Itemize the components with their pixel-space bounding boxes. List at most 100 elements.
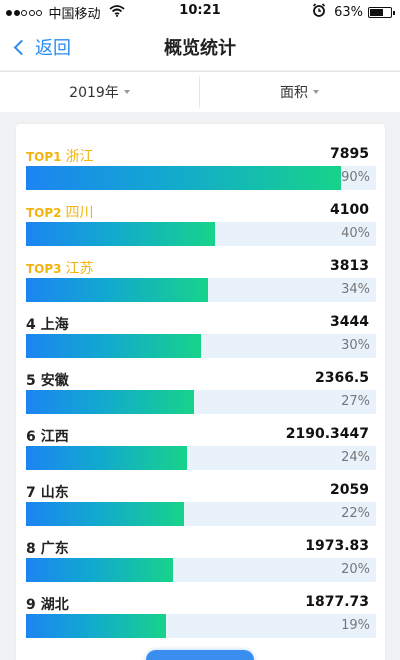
ranking-row[interactable]: TOP1 浙江 7895 90%: [16, 132, 385, 190]
progress-track: 90%: [26, 166, 376, 190]
region-name: 江西: [40, 429, 69, 445]
signal-dot: [28, 9, 35, 16]
percent-label: 20%: [341, 562, 370, 577]
metric-filter-dropdown[interactable]: 面积: [200, 72, 399, 112]
rank-label: 4 上海: [26, 314, 69, 334]
ranking-row[interactable]: TOP2 四川 4100 40%: [16, 188, 385, 246]
page-title: 概览统计: [164, 38, 236, 59]
progress-track: 40%: [26, 222, 376, 246]
percent-label: 19%: [341, 618, 370, 633]
wifi-icon: [108, 4, 125, 21]
status-left: 中国移动: [6, 3, 125, 22]
battery-percent: 63%: [334, 4, 363, 20]
battery-icon: [368, 6, 395, 18]
rank-number: 7: [26, 485, 36, 501]
alarm-icon: [312, 3, 326, 21]
progress-bar: [26, 502, 184, 526]
region-name: 湖北: [40, 597, 69, 613]
region-name: 四川: [65, 205, 94, 221]
rank-label: 6 江西: [26, 426, 69, 446]
progress-bar: [26, 390, 194, 414]
ranking-row[interactable]: TOP3 江苏 3813 34%: [16, 244, 385, 302]
region-value: 3444: [330, 314, 369, 330]
progress-track: 34%: [26, 278, 376, 302]
caret-down-icon: [123, 90, 130, 94]
progress-track: 19%: [26, 614, 376, 638]
signal-dot: [6, 9, 12, 16]
region-value: 2059: [330, 482, 369, 498]
region-name: 江苏: [65, 261, 94, 277]
percent-label: 40%: [341, 226, 370, 241]
rank-label: 8 广东: [26, 538, 69, 558]
progress-bar: [26, 334, 201, 358]
ranking-row[interactable]: 8 广东 1973.83 20%: [16, 524, 385, 582]
percent-label: 22%: [341, 506, 370, 521]
progress-track: 20%: [26, 558, 376, 582]
percent-label: 34%: [341, 282, 370, 297]
caret-down-icon: [313, 90, 319, 94]
back-button[interactable]: 返回: [12, 34, 71, 60]
progress-bar: [26, 166, 341, 190]
rank-number: TOP2: [26, 206, 62, 220]
rank-label: TOP3 江苏: [26, 258, 94, 278]
percent-label: 30%: [341, 338, 370, 353]
rank-label: TOP2 四川: [26, 202, 94, 222]
progress-bar: [26, 558, 173, 582]
region-name: 浙江: [65, 149, 94, 165]
progress-bar: [26, 222, 215, 246]
filter-divider: [199, 76, 200, 108]
ranking-row[interactable]: 5 安徽 2366.5 27%: [16, 356, 385, 414]
signal-dot: [13, 9, 20, 16]
status-right: 63%: [312, 3, 395, 21]
ranking-row[interactable]: 7 山东 2059 22%: [16, 468, 385, 526]
region-value: 1877.73: [305, 594, 369, 610]
rank-number: TOP1: [26, 150, 62, 164]
progress-bar: [26, 446, 187, 470]
region-name: 山东: [40, 485, 69, 501]
rank-number: TOP3: [26, 262, 62, 276]
bottom-action-button[interactable]: [146, 650, 254, 660]
region-name: 上海: [40, 317, 69, 333]
rank-number: 4: [26, 317, 36, 333]
rank-number: 6: [26, 429, 36, 445]
progress-track: 27%: [26, 390, 376, 414]
region-value: 2366.5: [314, 370, 369, 386]
region-value: 7895: [330, 146, 369, 162]
rank-label: TOP1 浙江: [26, 146, 94, 166]
year-filter-dropdown[interactable]: 2019年: [0, 72, 199, 112]
rank-number: 9: [26, 597, 36, 613]
metric-filter-label: 面积: [280, 85, 308, 101]
rank-number: 5: [26, 373, 36, 389]
percent-label: 27%: [341, 394, 370, 409]
region-value: 2190.3447: [285, 426, 369, 442]
signal-icon: [6, 9, 44, 16]
rank-number: 8: [26, 541, 36, 557]
rank-label: 5 安徽: [26, 370, 69, 390]
filter-bar: 2019年 面积: [0, 71, 400, 112]
rank-label: 9 湖北: [26, 594, 69, 614]
status-time: 10:21: [179, 3, 221, 18]
rank-label: 7 山东: [26, 482, 69, 502]
ranking-row[interactable]: 6 江西 2190.3447 24%: [16, 412, 385, 470]
status-bar: 中国移动 10:21 63%: [0, 0, 400, 22]
region-name: 安徽: [40, 373, 69, 389]
ranking-row[interactable]: 9 湖北 1877.73 19%: [16, 580, 385, 638]
signal-dot: [21, 9, 27, 16]
progress-track: 24%: [26, 446, 376, 470]
year-filter-label: 2019年: [69, 85, 119, 101]
progress-bar: [26, 614, 166, 638]
progress-bar: [26, 278, 208, 302]
ranking-panel: TOP1 浙江 7895 90% TOP2 四川 4100 40% TOP3 江苏 3813 34% 4…: [16, 124, 385, 660]
region-value: 4100: [330, 202, 369, 218]
signal-dot: [36, 9, 42, 16]
percent-label: 90%: [341, 170, 370, 185]
carrier-label: 中国移动: [48, 7, 101, 22]
region-value: 3813: [330, 258, 369, 274]
progress-track: 30%: [26, 334, 376, 358]
ranking-row[interactable]: 4 上海 3444 30%: [16, 300, 385, 358]
progress-track: 22%: [26, 502, 376, 526]
percent-label: 24%: [341, 450, 370, 465]
region-value: 1973.83: [305, 538, 369, 554]
back-label: 返回: [35, 38, 71, 59]
region-name: 广东: [40, 541, 69, 557]
